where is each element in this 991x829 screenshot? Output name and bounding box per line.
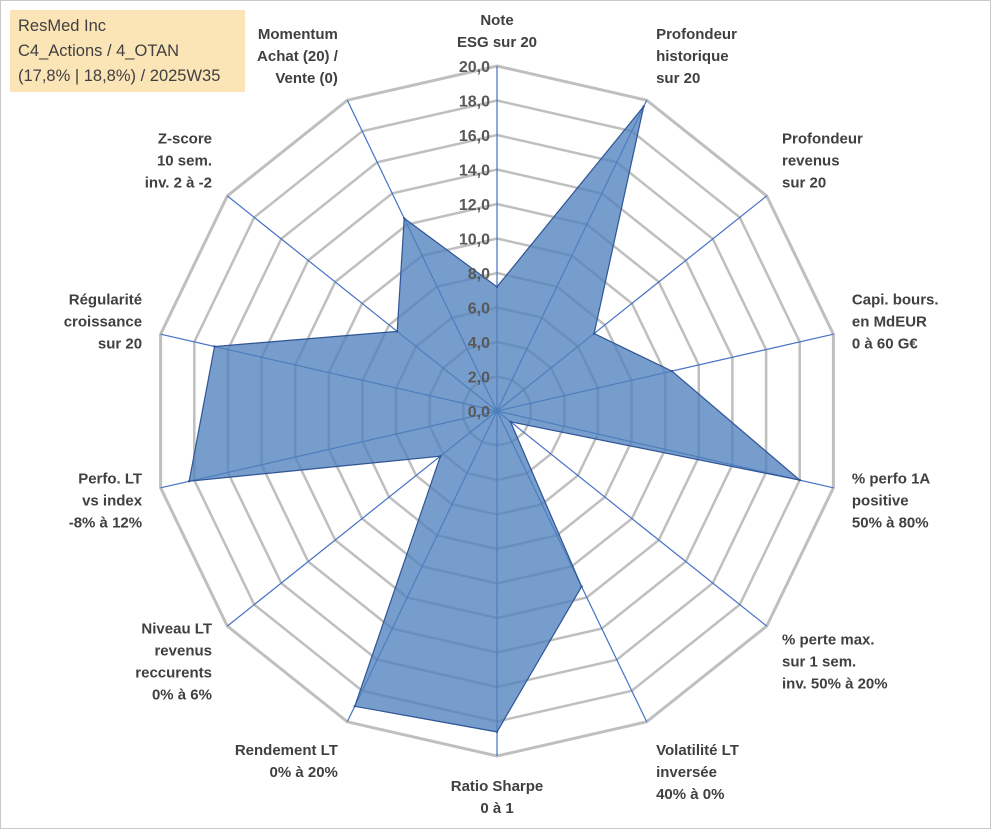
axis-label-line: 0% à 6% <box>152 687 212 704</box>
axis-label-line: reccurents <box>135 665 212 682</box>
axis-label: Ratio Sharpe 0 à 1 <box>451 778 544 817</box>
axis-label: Profondeur revenus sur 20 <box>782 130 863 191</box>
axis-label: Régularité croissance sur 20 <box>64 292 142 353</box>
tick-label: 2,0 <box>468 370 490 387</box>
axis-label-line: Vente (0) <box>275 70 338 87</box>
radial-tick-labels: 0,0 2,0 4,0 6,0 8,0 10,0 12,0 14,0 16,0 18,0 20,0 <box>459 59 490 421</box>
axis-label-line: Achat (20) / <box>257 48 339 65</box>
data-point <box>396 330 399 333</box>
axis-label: % perfo 1A positive 50% à 80% <box>852 471 931 532</box>
axis-label: Momentum Achat (20) / Vente (0) <box>257 26 339 87</box>
data-point <box>592 332 596 335</box>
axis-label-line: historique <box>656 48 729 65</box>
axis-label-line: croissance <box>64 314 142 331</box>
axis-label-line: Rendement LT <box>235 742 338 759</box>
tick-label: 12,0 <box>459 197 490 214</box>
data-series <box>188 105 802 734</box>
axis-label-line: % perte max. <box>782 632 875 649</box>
axis-label-line: 0 à 60 G€ <box>852 336 919 353</box>
axis-label: Niveau LT revenus reccurents 0% à 6% <box>135 621 212 704</box>
axis-label-line: inv. 2 à -2 <box>145 174 212 191</box>
axis-label-line: sur 20 <box>656 70 700 87</box>
axis-label-line: 10 sem. <box>157 152 212 169</box>
data-point <box>495 285 499 288</box>
data-point <box>353 705 356 708</box>
axis-label-line: sur 20 <box>782 174 826 191</box>
tick-label: 0,0 <box>468 404 490 421</box>
data-point <box>509 420 512 423</box>
axis-label-line: 0% à 20% <box>270 764 338 781</box>
axis-label: % perte max. sur 1 sem. inv. 50% à 20% <box>782 632 888 693</box>
info-box: ResMed Inc C4_Actions / 4_OTAN (17,8% | … <box>10 10 245 92</box>
axis-label-line: vs index <box>82 493 143 510</box>
axis-label-line: Z-score <box>158 130 212 147</box>
data-point <box>670 369 674 373</box>
axis-label-line: % perfo 1A <box>852 471 931 488</box>
axis-label-line: en MdEUR <box>852 314 927 331</box>
axis-label-line: revenus <box>154 643 212 660</box>
data-point <box>439 455 442 458</box>
data-point <box>403 217 406 220</box>
category-line: C4_Actions / 4_OTAN <box>18 42 180 60</box>
axis-label-line: Perfo. LT <box>78 471 142 488</box>
tick-label: 20,0 <box>459 59 490 76</box>
axis-label-line: revenus <box>782 152 840 169</box>
axis-label: Z-score 10 sem. inv. 2 à -2 <box>145 130 212 191</box>
axis-label-line: Régularité <box>69 292 142 309</box>
axis-label-line: sur 1 sem. <box>782 654 856 671</box>
axis-label-line: ESG sur 20 <box>457 34 537 51</box>
axis-label-line: -8% à 12% <box>69 515 142 532</box>
axis-label-line: inv. 50% à 20% <box>782 676 888 693</box>
axis-label-line: 50% à 80% <box>852 515 929 532</box>
axis-label-line: Note <box>480 12 513 29</box>
axis-label: Note ESG sur 20 <box>457 12 537 51</box>
company-name: ResMed Inc <box>18 17 107 35</box>
series-area <box>188 106 802 733</box>
axis-spoke <box>496 410 768 627</box>
axis-label-line: Volatilité LT <box>656 742 739 759</box>
data-point <box>798 478 801 482</box>
axis-label: Perfo. LT vs index -8% à 12% <box>69 471 143 532</box>
axis-label-line: inversée <box>656 764 717 781</box>
axis-label: Capi. bours. en MdEUR 0 à 60 G€ <box>852 292 939 353</box>
axis-label: Profondeur historique sur 20 <box>656 26 737 87</box>
axis-label-line: 40% à 0% <box>656 786 724 803</box>
axis-label-line: Capi. bours. <box>852 292 939 309</box>
period-line: (17,8% | 18,8%) / 2025W35 <box>18 67 221 85</box>
tick-label: 4,0 <box>468 335 490 352</box>
tick-label: 16,0 <box>459 128 490 145</box>
axis-label-line: positive <box>852 493 909 510</box>
axis-label: Rendement LT 0% à 20% <box>235 742 338 781</box>
tick-label: 18,0 <box>459 94 490 111</box>
axis-label: Volatilité LT inversée 40% à 0% <box>656 742 739 803</box>
data-point <box>188 480 191 483</box>
tick-label: 6,0 <box>468 301 490 318</box>
axis-label-line: 0 à 1 <box>480 800 513 817</box>
axis-label-line: sur 20 <box>98 336 142 353</box>
tick-label: 10,0 <box>459 232 490 249</box>
tick-label: 14,0 <box>459 163 490 180</box>
data-point <box>642 105 645 108</box>
axis-label-line: Profondeur <box>656 26 737 43</box>
axis-labels: Note ESG sur 20 Profondeur historique sur 20… <box>64 12 939 817</box>
data-point <box>580 585 583 588</box>
axis-label-line: Profondeur <box>782 130 863 147</box>
data-point <box>213 345 216 348</box>
axis-label-line: Ratio Sharpe <box>451 778 544 795</box>
axis-label-line: Niveau LT <box>141 621 212 638</box>
data-point <box>495 730 499 734</box>
axis-label-line: Momentum <box>258 26 338 43</box>
tick-label: 8,0 <box>468 266 490 283</box>
